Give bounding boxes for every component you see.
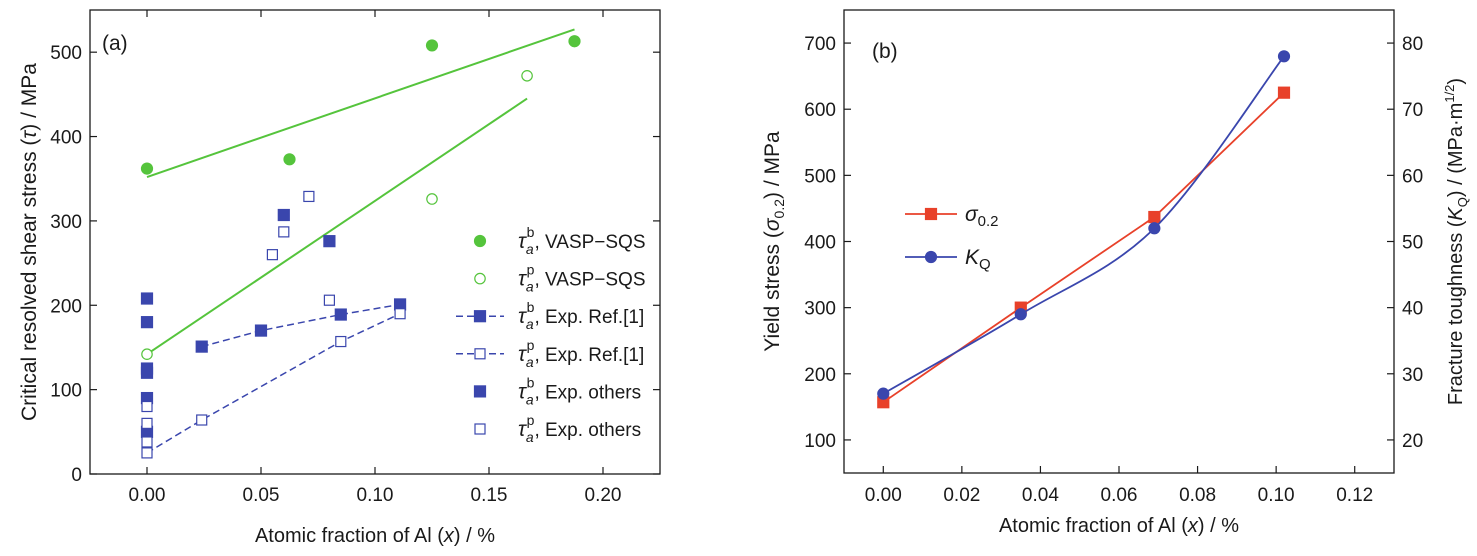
y2-tick-label: 80 <box>1402 34 1423 55</box>
x-tick-label: 0.10 <box>357 485 394 506</box>
data-point <box>140 162 154 175</box>
data-point <box>1277 50 1291 63</box>
x-tick-label: 0.00 <box>129 485 166 506</box>
series-line <box>882 92 1285 403</box>
panel-b-chart: 0.00 0.02 0.04 0.06 0.08 0.10 0.12 100 200 300 400… <box>761 9 1470 537</box>
data-point <box>1148 222 1161 235</box>
y-tick-label: 500 <box>50 43 82 64</box>
legend-label: τab, Exp. others <box>518 374 641 407</box>
data-point <box>195 340 208 353</box>
legend-label: σ0.2 <box>965 203 999 230</box>
y2-tick-label: 70 <box>1402 100 1423 121</box>
y-tick-label: 700 <box>804 34 836 55</box>
legend-label: τap, VASP−SQS <box>518 262 646 295</box>
x-tick-label: 0.06 <box>1101 485 1138 506</box>
data-point <box>140 292 154 305</box>
legend: σ0.2 KQ <box>905 203 999 273</box>
y-tick-label: 200 <box>804 365 836 386</box>
y-tick-label: 400 <box>50 128 82 149</box>
x-tick-label: 0.20 <box>585 485 622 506</box>
data-point <box>1014 308 1027 321</box>
y-tick-label: 200 <box>50 296 82 317</box>
x-tick-label: 0.05 <box>243 485 280 506</box>
legend-marker <box>924 207 938 221</box>
y2-tick-label: 60 <box>1402 166 1423 187</box>
y-tick-label: 300 <box>804 299 836 320</box>
series-line <box>882 55 1285 395</box>
fit-line <box>146 97 528 356</box>
x-tick-label: 0.02 <box>943 485 980 506</box>
legend-marker <box>473 234 487 248</box>
x-tick-label: 0.12 <box>1336 485 1373 506</box>
y-tick-label: 0 <box>71 465 82 486</box>
y-tick-label: 600 <box>804 100 836 121</box>
legend-marker <box>473 310 487 323</box>
legend-label: KQ <box>965 246 991 273</box>
y2-tick-label: 30 <box>1402 365 1423 386</box>
x-tick-label: 0.00 <box>865 485 902 506</box>
y-tick-label: 100 <box>804 431 836 452</box>
data-point <box>283 153 296 166</box>
x-axis-label: Atomic fraction of Al (x) / % <box>255 525 495 547</box>
legend-label: τab, VASP−SQS <box>518 224 646 257</box>
series-line <box>146 313 401 454</box>
y-tick-label: 100 <box>50 381 82 402</box>
y2-axis-label: Fracture toughness (KQ) / (MPa·m1/2) <box>1442 78 1470 405</box>
series-line <box>201 303 401 348</box>
legend-marker <box>474 423 486 435</box>
data-point <box>141 400 153 413</box>
legend-label: τap, Exp. others <box>518 412 641 445</box>
data-point <box>521 70 533 82</box>
data-point <box>140 366 154 379</box>
data-point <box>141 417 153 429</box>
x-axis-label: Atomic fraction of Al (x) / % <box>999 515 1239 537</box>
data-point <box>254 324 268 337</box>
data-point <box>278 226 290 238</box>
data-point <box>877 387 890 400</box>
data-point <box>334 308 347 321</box>
data-point <box>394 308 406 320</box>
legend-marker <box>473 385 487 398</box>
panel-label: (b) <box>872 40 898 63</box>
y-tick-label: 500 <box>804 166 836 187</box>
y-tick-label: 300 <box>50 212 82 233</box>
data-point <box>141 348 153 361</box>
x-tick-label: 0.15 <box>471 485 508 506</box>
data-point <box>568 35 581 48</box>
data-point <box>425 39 439 52</box>
legend-marker <box>924 250 938 264</box>
data-point <box>335 335 347 348</box>
data-point <box>303 190 315 203</box>
data-point <box>426 193 438 205</box>
data-point <box>141 447 153 459</box>
panel-a-chart: 0.00 0.05 0.10 0.15 0.20 0 100 200 300 400 500 Atom… <box>18 9 661 547</box>
data-point <box>140 316 154 329</box>
legend-marker <box>474 272 486 285</box>
legend-label: τab, Exp. Ref.[1] <box>518 299 644 332</box>
data-point <box>196 414 208 426</box>
legend-marker <box>474 348 486 360</box>
y-axis-label: Critical resolved shear stress (τ) / MPa <box>18 63 41 421</box>
data-point <box>266 249 278 261</box>
legend: τab, VASP−SQS τap, VASP−SQS τab, Exp. Ref.… <box>456 224 646 445</box>
y-axis-label: Yield stress (σ0.2) / MPa <box>761 131 787 352</box>
legend-label: τap, Exp. Ref.[1] <box>518 337 644 370</box>
data-point <box>277 208 290 222</box>
y2-tick-label: 50 <box>1402 233 1423 254</box>
data-point <box>323 235 336 248</box>
data-point <box>141 436 153 448</box>
panel-label: (a) <box>102 32 128 55</box>
data-point <box>1148 210 1161 224</box>
data-point <box>1277 86 1291 99</box>
y2-tick-label: 40 <box>1402 299 1423 320</box>
y-tick-label: 400 <box>804 233 836 254</box>
y2-tick-label: 20 <box>1402 431 1423 452</box>
x-tick-label: 0.08 <box>1179 485 1216 506</box>
x-tick-label: 0.04 <box>1022 485 1059 506</box>
x-tick-label: 0.10 <box>1258 485 1295 506</box>
data-point <box>323 294 335 306</box>
fit-line <box>146 28 575 178</box>
